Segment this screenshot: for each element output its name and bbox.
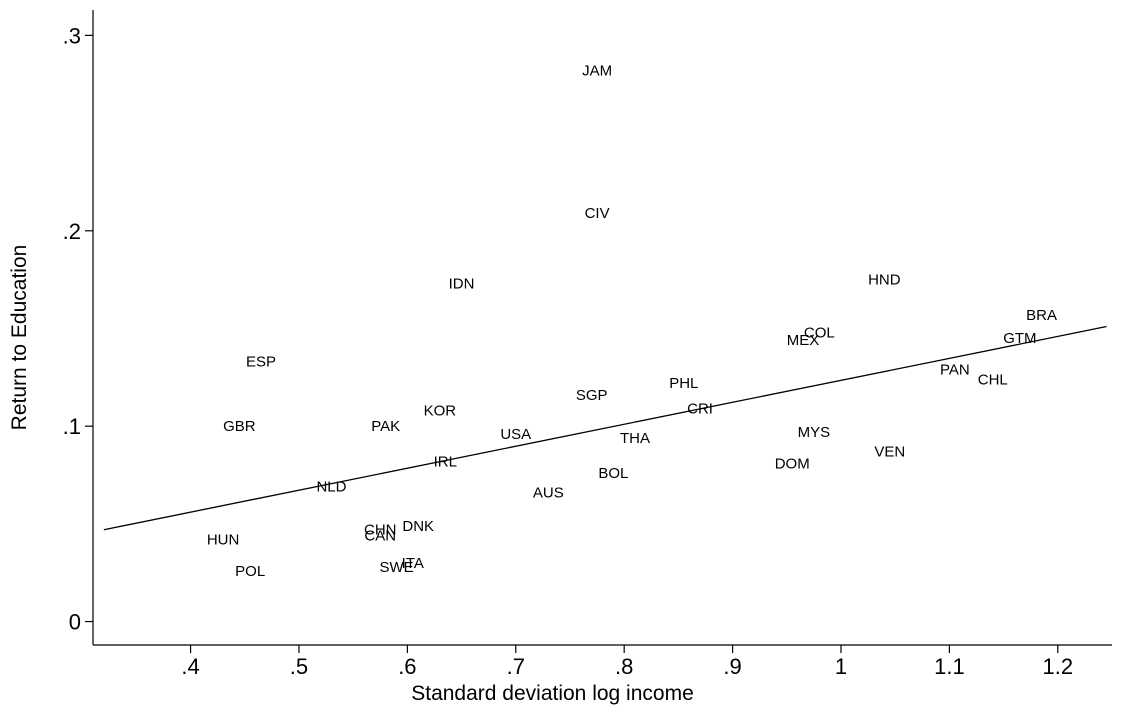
point-label-jam: JAM bbox=[582, 63, 612, 80]
point-label-civ: CIV bbox=[585, 205, 610, 222]
x-tick-label: 1.1 bbox=[934, 654, 965, 679]
point-label-gbr: GBR bbox=[223, 418, 256, 435]
point-label-phl: PHL bbox=[669, 375, 698, 392]
point-label-chn: CHN bbox=[364, 522, 397, 539]
point-label-usa: USA bbox=[500, 426, 531, 443]
point-label-ven: VEN bbox=[874, 444, 905, 461]
point-label-irl: IRL bbox=[434, 453, 457, 470]
axes bbox=[92, 10, 1112, 646]
x-tick-label: .4 bbox=[181, 654, 199, 679]
y-tick-label: .1 bbox=[63, 414, 81, 439]
x-axis-title: Standard deviation log income bbox=[411, 682, 694, 705]
point-label-col: COL bbox=[804, 324, 835, 341]
point-label-gtm: GTM bbox=[1003, 330, 1036, 347]
point-label-dnk: DNK bbox=[402, 518, 434, 535]
point-label-dom: DOM bbox=[775, 455, 810, 472]
point-label-can: CAN bbox=[364, 528, 396, 545]
point-label-sgp: SGP bbox=[576, 387, 608, 404]
x-tick-label: .6 bbox=[398, 654, 416, 679]
point-label-hun: HUN bbox=[207, 531, 240, 548]
point-label-nld: NLD bbox=[316, 479, 346, 496]
x-tick-label: .9 bbox=[723, 654, 741, 679]
y-tick-label: .3 bbox=[63, 23, 81, 48]
point-label-pol: POL bbox=[235, 563, 265, 580]
x-axis-ticks: .4 .5 .6 .7 .8 .9 1 1.1 1.2 bbox=[181, 645, 1073, 679]
point-label-ita: ITA bbox=[402, 555, 424, 572]
x-tick-label: 1.2 bbox=[1043, 654, 1074, 679]
x-tick-label: .7 bbox=[507, 654, 525, 679]
point-label-esp: ESP bbox=[246, 354, 276, 371]
fitted-line bbox=[103, 325, 1107, 531]
point-label-mex: MEX bbox=[787, 332, 820, 349]
point-label-chl: CHL bbox=[978, 371, 1008, 388]
point-label-pak: PAK bbox=[371, 418, 400, 435]
point-label-cri: CRI bbox=[687, 401, 713, 418]
point-label-tha: THA bbox=[620, 430, 650, 447]
point-label-kor: KOR bbox=[424, 403, 457, 420]
x-tick-label: .5 bbox=[290, 654, 308, 679]
y-axis-ticks: 0 .1 .2 .3 bbox=[63, 23, 93, 635]
point-label-bra: BRA bbox=[1026, 307, 1057, 324]
y-tick-label: 0 bbox=[69, 610, 81, 635]
x-tick-label: .8 bbox=[615, 654, 633, 679]
point-label-hnd: HND bbox=[868, 272, 901, 289]
point-label-aus: AUS bbox=[533, 485, 564, 502]
point-label-pan: PAN bbox=[940, 362, 970, 379]
y-axis-title: Return to Education bbox=[8, 245, 31, 431]
x-tick-label: 1 bbox=[835, 654, 847, 679]
y-tick-label: .2 bbox=[63, 219, 81, 244]
point-label-bol: BOL bbox=[598, 465, 628, 482]
point-label-idn: IDN bbox=[449, 276, 475, 293]
point-label-mys: MYS bbox=[798, 424, 831, 441]
point-label-swe: SWE bbox=[379, 559, 413, 576]
